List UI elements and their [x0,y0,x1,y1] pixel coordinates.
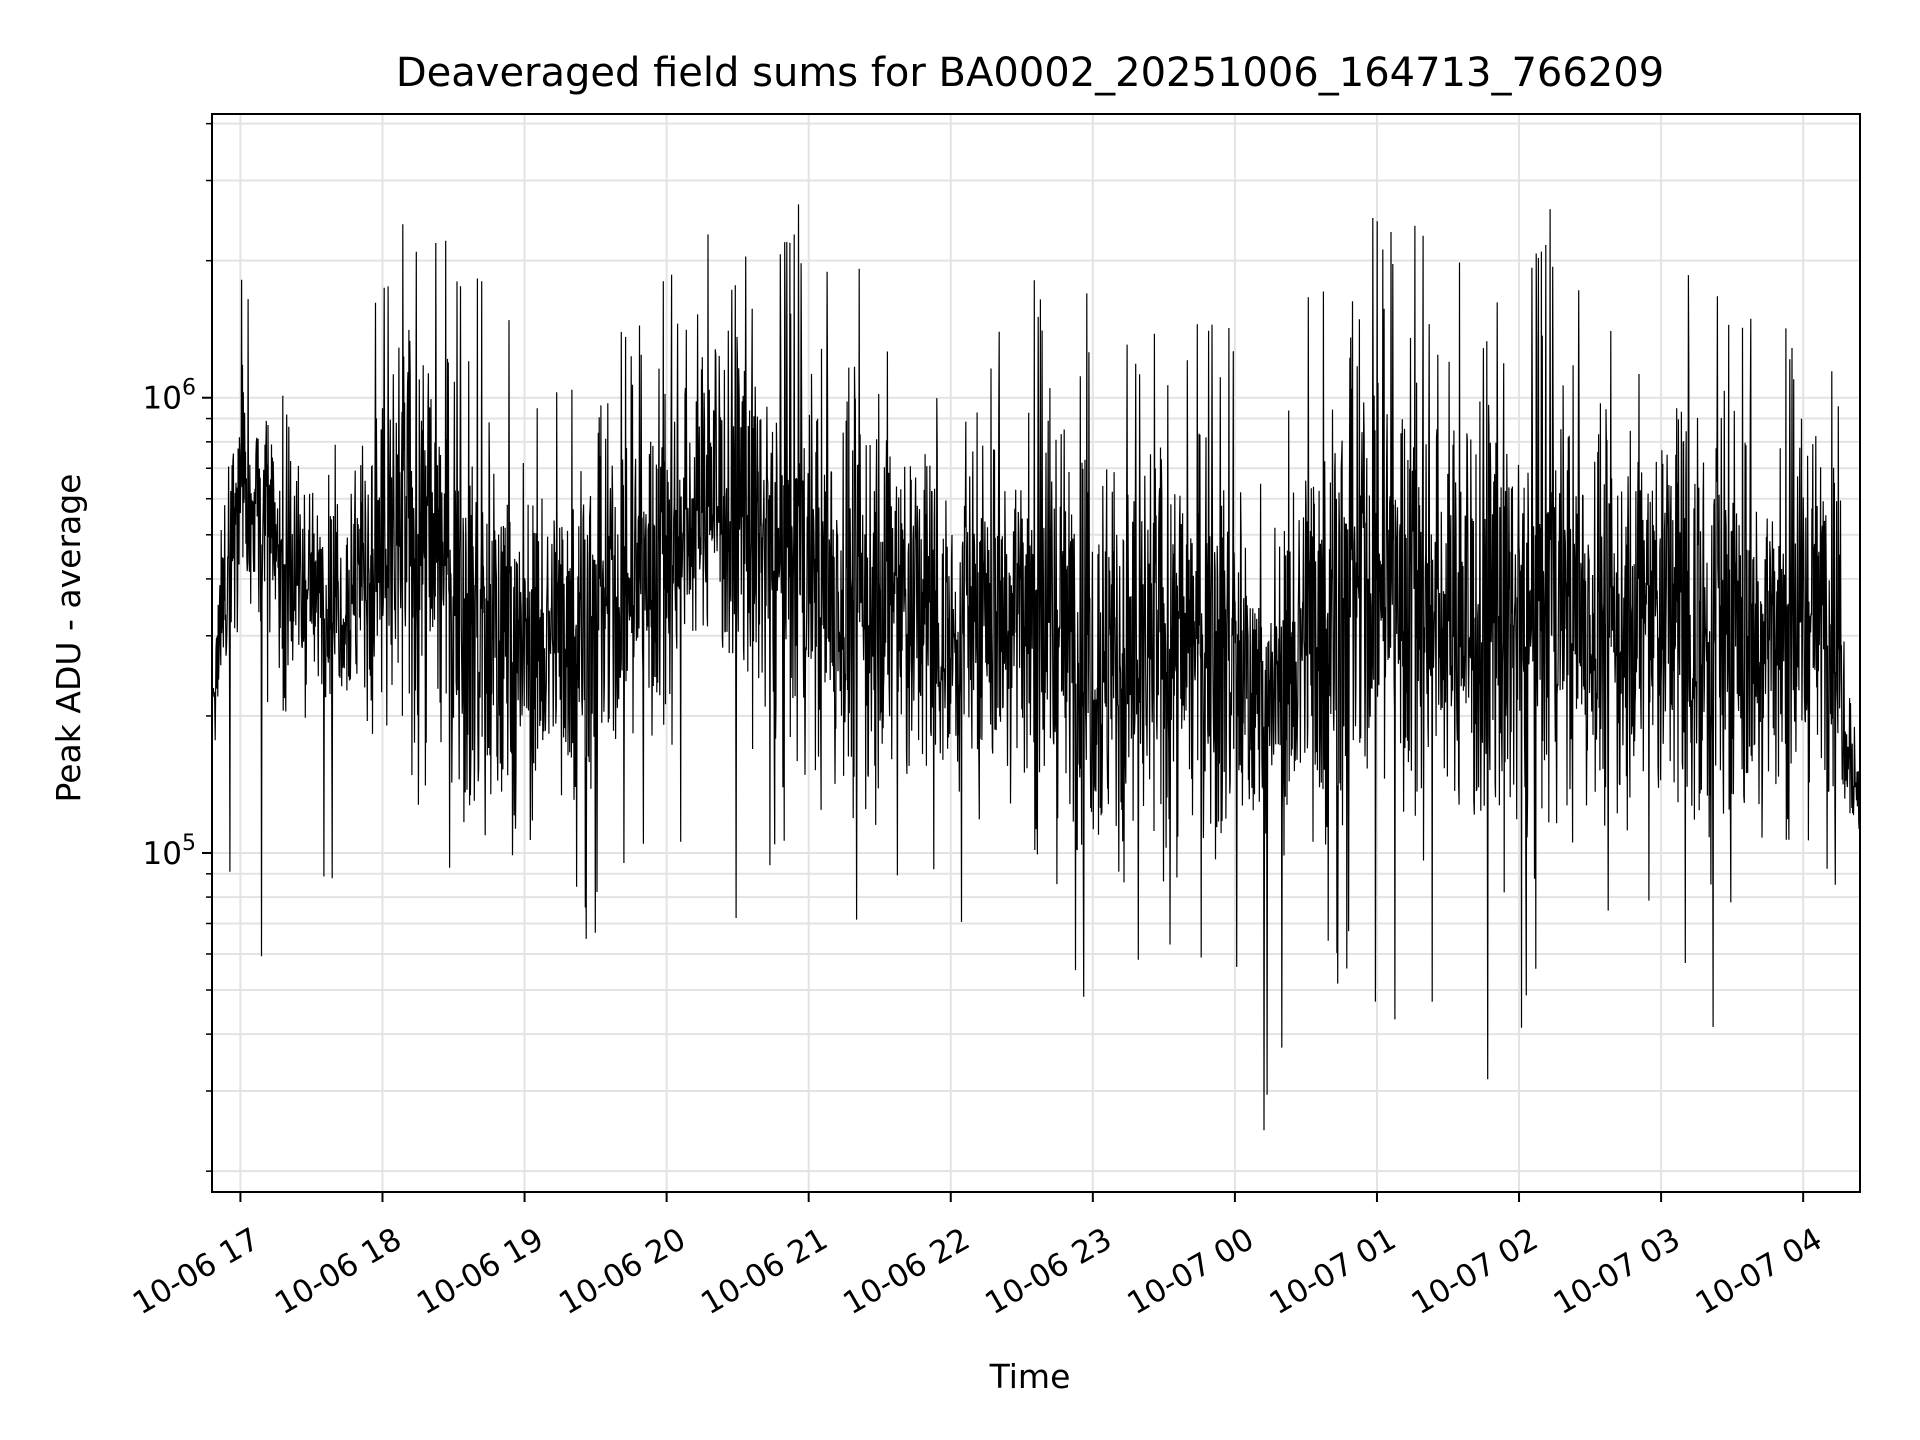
series-line [212,204,1861,1131]
x-axis-label: Time [989,1357,1071,1396]
y-tick-label: 106 [143,376,196,417]
chart-title: Deaveraged field sums for BA0002_2025100… [396,50,1664,96]
series-layer [212,204,1861,1131]
y-tick-label: 105 [143,831,196,872]
y-axis-label: Peak ADU - average [49,474,88,803]
plot-frame [211,113,1861,1193]
